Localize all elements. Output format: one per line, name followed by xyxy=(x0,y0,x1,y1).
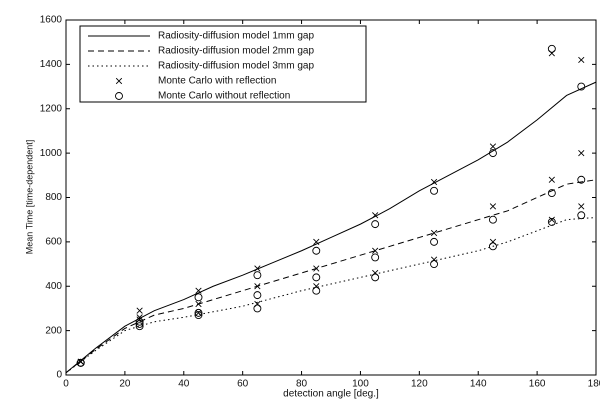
line xyxy=(65,81,597,374)
marker-o xyxy=(547,189,556,198)
marker-o xyxy=(135,320,144,328)
x-tick-label: 100 xyxy=(352,379,369,390)
marker-o xyxy=(135,322,144,331)
marker-o xyxy=(115,92,123,100)
marker-x xyxy=(115,77,123,85)
marker-x xyxy=(489,238,497,245)
marker-x xyxy=(372,269,379,277)
marker-o xyxy=(430,186,439,195)
marker-o xyxy=(253,271,262,280)
marker-x xyxy=(254,265,261,272)
marker-x xyxy=(372,247,379,254)
legend-label: Radiosity-diffusion model 2mm gap xyxy=(158,46,314,57)
x-tick-label: 120 xyxy=(411,379,428,390)
y-tick-label: 200 xyxy=(45,325,62,336)
marker-x xyxy=(578,150,585,157)
marker-o xyxy=(577,211,586,220)
marker-o xyxy=(488,149,497,158)
marker-o xyxy=(371,253,380,262)
marker-x xyxy=(195,309,202,316)
line xyxy=(65,216,597,374)
legend: Radiosity-diffusion model 1mm gap Radiosi… xyxy=(79,25,367,103)
marker-o xyxy=(488,215,497,224)
marker-o xyxy=(253,291,262,300)
marker-x xyxy=(489,143,497,150)
marker-x xyxy=(136,316,143,323)
x-tick-label: 40 xyxy=(178,379,190,390)
legend-label: Monte Carlo without reflection xyxy=(158,91,290,102)
y-tick-label: 1000 xyxy=(40,148,63,159)
marker-x xyxy=(578,203,585,210)
x-tick-label: 140 xyxy=(470,379,487,390)
marker-o xyxy=(371,220,380,229)
marker-o xyxy=(194,293,203,302)
marker-o xyxy=(547,217,556,226)
marker-o xyxy=(194,311,203,320)
marker-x xyxy=(313,238,320,245)
marker-x xyxy=(548,50,555,57)
marker-o xyxy=(194,308,203,317)
marker-o xyxy=(547,44,556,53)
x-tick-label: 0 xyxy=(63,379,69,390)
y-axis-label: Mean Time [time-dependent] xyxy=(24,140,34,255)
y-tick-label: 1200 xyxy=(40,103,63,114)
x-tick-label: 20 xyxy=(119,379,131,390)
marker-x xyxy=(430,178,438,186)
legend-label: Monte Carlo with reflection xyxy=(158,76,276,87)
x-tick-label: 180 xyxy=(588,379,600,390)
marker-x xyxy=(254,283,261,290)
y-tick-label: 1400 xyxy=(40,59,63,70)
marker-o xyxy=(577,175,586,184)
marker-x xyxy=(578,56,585,64)
marker-x xyxy=(313,283,320,290)
x-tick-label: 60 xyxy=(237,379,249,390)
marker-x xyxy=(195,287,202,294)
marker-o xyxy=(430,260,439,269)
marker-x xyxy=(548,176,555,183)
marker-o xyxy=(312,246,321,255)
marker-o xyxy=(135,317,144,326)
x-tick-label: 160 xyxy=(529,379,546,390)
marker-x xyxy=(489,203,497,210)
marker-x xyxy=(313,265,320,272)
marker-x xyxy=(430,229,438,237)
marker-x xyxy=(195,300,202,308)
marker-x xyxy=(548,216,555,223)
marker-o xyxy=(577,82,586,91)
marker-x xyxy=(136,314,143,321)
marker-x xyxy=(430,256,438,263)
marker-o xyxy=(253,304,262,313)
marker-x xyxy=(372,212,379,219)
marker-o xyxy=(312,273,321,282)
y-tick-label: 0 xyxy=(56,370,62,381)
marker-o xyxy=(488,242,497,251)
marker-x xyxy=(254,300,261,308)
y-tick-label: 1600 xyxy=(40,15,63,26)
x-tick-label: 80 xyxy=(296,379,308,390)
marker-x xyxy=(136,307,143,314)
marker-o xyxy=(430,237,439,246)
x-axis-label: detection angle [deg.] xyxy=(283,389,379,400)
marker-o xyxy=(371,273,380,282)
legend-box xyxy=(79,25,367,103)
y-tick-label: 600 xyxy=(45,237,62,248)
y-tick-label: 400 xyxy=(45,281,62,292)
legend-label: Radiosity-diffusion model 3mm gap xyxy=(158,61,314,72)
marker-o xyxy=(312,286,321,295)
y-tick-label: 800 xyxy=(45,192,62,203)
line xyxy=(65,179,597,374)
marker-o xyxy=(76,358,85,367)
legend-label: Radiosity-diffusion model 1mm gap xyxy=(158,31,314,42)
